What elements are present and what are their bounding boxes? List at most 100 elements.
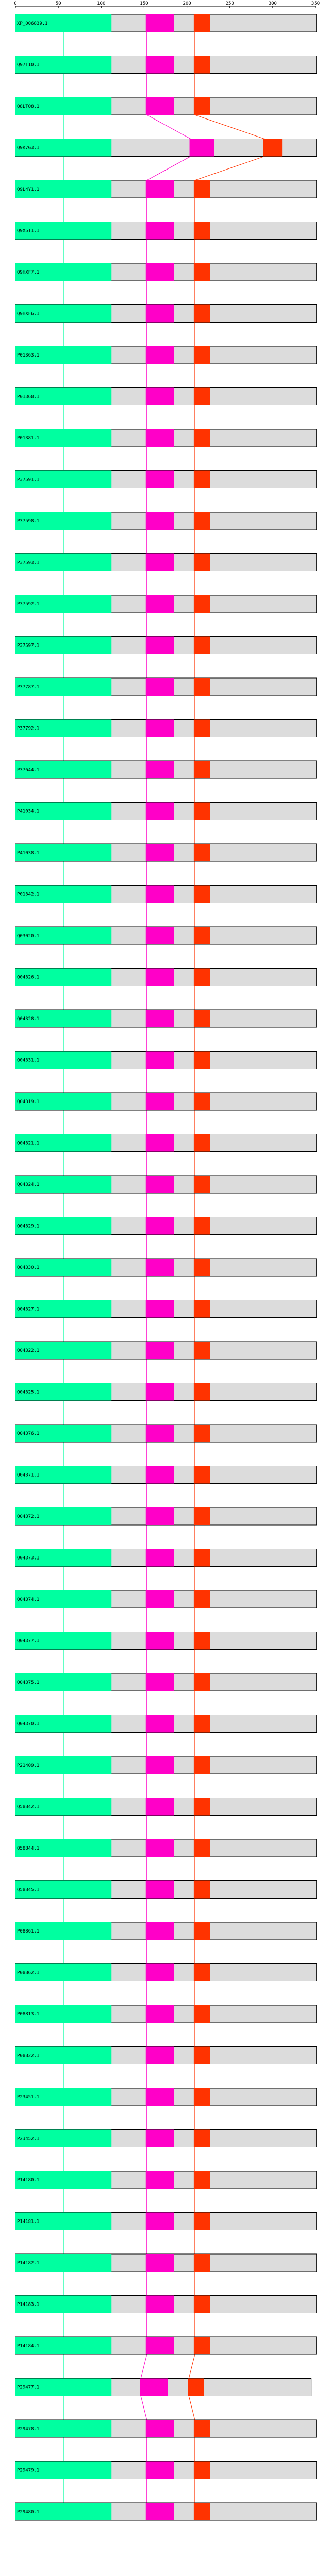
domain-red[interactable] xyxy=(193,2129,210,2147)
domain-red[interactable] xyxy=(193,1839,210,1857)
domain-red[interactable] xyxy=(193,1632,210,1650)
domain-magenta[interactable] xyxy=(145,761,174,778)
domain-red[interactable] xyxy=(193,1425,210,1442)
domain-red[interactable] xyxy=(193,1756,210,1774)
domain-green[interactable] xyxy=(15,885,112,903)
domain-green[interactable] xyxy=(15,1880,112,1899)
domain-red[interactable] xyxy=(193,2212,210,2230)
sequence-row[interactable]: P14181.1 xyxy=(15,2212,317,2230)
domain-green[interactable] xyxy=(15,1632,112,1650)
domain-magenta[interactable] xyxy=(145,2420,174,2437)
domain-green[interactable] xyxy=(15,636,112,654)
domain-green[interactable] xyxy=(15,1839,112,1857)
sequence-row[interactable]: XP_006839.1 xyxy=(15,14,317,32)
domain-red[interactable] xyxy=(193,2046,210,2064)
domain-red[interactable] xyxy=(193,2503,210,2520)
domain-magenta[interactable] xyxy=(145,1798,174,1816)
domain-green[interactable] xyxy=(15,678,112,696)
domain-red[interactable] xyxy=(193,1217,210,1235)
sequence-row[interactable]: P14184.1 xyxy=(15,2336,317,2355)
domain-magenta[interactable] xyxy=(145,263,174,281)
sequence-row[interactable]: P37787.1 xyxy=(15,677,317,696)
domain-red[interactable] xyxy=(193,927,210,944)
sequence-row[interactable]: Q58845.1 xyxy=(15,1880,317,1899)
domain-red[interactable] xyxy=(193,2171,210,2189)
sequence-row[interactable]: Q58844.1 xyxy=(15,1839,317,1857)
domain-magenta[interactable] xyxy=(145,2129,174,2147)
domain-magenta[interactable] xyxy=(145,1259,174,1276)
sequence-row[interactable]: Q04328.1 xyxy=(15,1009,317,1028)
domain-red[interactable] xyxy=(193,1549,210,1567)
domain-green[interactable] xyxy=(15,2005,112,2023)
domain-magenta[interactable] xyxy=(145,802,174,820)
domain-magenta[interactable] xyxy=(145,678,174,696)
sequence-row[interactable]: P14183.1 xyxy=(15,2295,317,2313)
domain-magenta[interactable] xyxy=(145,1342,174,1359)
domain-magenta[interactable] xyxy=(145,1963,174,1981)
domain-green[interactable] xyxy=(15,927,112,944)
domain-red[interactable] xyxy=(193,1342,210,1359)
sequence-row[interactable]: Q04319.1 xyxy=(15,1092,317,1111)
domain-magenta[interactable] xyxy=(145,1134,174,1152)
domain-green[interactable] xyxy=(15,1010,112,1027)
domain-magenta[interactable] xyxy=(145,1715,174,1733)
domain-red[interactable] xyxy=(193,470,210,488)
domain-green[interactable] xyxy=(15,2503,112,2520)
domain-magenta[interactable] xyxy=(189,139,214,157)
domain-magenta[interactable] xyxy=(145,180,174,198)
domain-magenta[interactable] xyxy=(145,1632,174,1650)
domain-magenta[interactable] xyxy=(145,1383,174,1401)
sequence-row[interactable]: Q04373.1 xyxy=(15,1549,317,1567)
domain-red[interactable] xyxy=(193,387,210,405)
sequence-row[interactable]: P23452.1 xyxy=(15,2129,317,2147)
sequence-row[interactable]: Q04321.1 xyxy=(15,1134,317,1152)
domain-magenta[interactable] xyxy=(145,2171,174,2189)
domain-magenta[interactable] xyxy=(145,2254,174,2272)
domain-magenta[interactable] xyxy=(145,1051,174,1069)
domain-red[interactable] xyxy=(193,304,210,323)
domain-magenta[interactable] xyxy=(145,1010,174,1027)
domain-green[interactable] xyxy=(15,1798,112,1816)
domain-red[interactable] xyxy=(193,1880,210,1899)
domain-green[interactable] xyxy=(15,2046,112,2064)
domain-red[interactable] xyxy=(193,512,210,530)
domain-magenta[interactable] xyxy=(145,470,174,488)
domain-green[interactable] xyxy=(15,2088,112,2106)
domain-magenta[interactable] xyxy=(145,636,174,654)
domain-red[interactable] xyxy=(193,719,210,737)
sequence-row[interactable]: P08813.1 xyxy=(15,2005,317,2023)
domain-green[interactable] xyxy=(15,1963,112,1981)
sequence-row[interactable]: P23451.1 xyxy=(15,2088,317,2106)
sequence-row[interactable]: P41038.1 xyxy=(15,843,317,862)
domain-green[interactable] xyxy=(15,553,112,571)
domain-magenta[interactable] xyxy=(140,2378,168,2396)
domain-magenta[interactable] xyxy=(145,512,174,530)
domain-red[interactable] xyxy=(193,14,210,32)
domain-magenta[interactable] xyxy=(145,1880,174,1899)
domain-red[interactable] xyxy=(193,636,210,654)
domain-magenta[interactable] xyxy=(145,2046,174,2064)
domain-green[interactable] xyxy=(15,1425,112,1442)
domain-green[interactable] xyxy=(15,263,112,281)
domain-magenta[interactable] xyxy=(145,885,174,903)
domain-magenta[interactable] xyxy=(145,1922,174,1940)
domain-green[interactable] xyxy=(15,387,112,405)
domain-magenta[interactable] xyxy=(145,1756,174,1774)
sequence-row[interactable]: Q9L4Y1.1 xyxy=(15,180,317,198)
domain-green[interactable] xyxy=(15,1549,112,1567)
domain-green[interactable] xyxy=(15,1259,112,1276)
domain-red[interactable] xyxy=(193,2420,210,2437)
domain-red[interactable] xyxy=(193,678,210,696)
domain-red[interactable] xyxy=(193,263,210,281)
sequence-row[interactable]: Q03020.1 xyxy=(15,926,317,945)
domain-green[interactable] xyxy=(15,97,112,115)
domain-magenta[interactable] xyxy=(145,2212,174,2230)
sequence-row[interactable]: Q97T10.1 xyxy=(15,56,317,74)
domain-red[interactable] xyxy=(193,761,210,778)
domain-red[interactable] xyxy=(193,2254,210,2272)
domain-green[interactable] xyxy=(15,2129,112,2147)
sequence-row[interactable]: P08822.1 xyxy=(15,2046,317,2064)
sequence-row[interactable]: Q04325.1 xyxy=(15,1383,317,1401)
domain-green[interactable] xyxy=(15,802,112,820)
domain-green[interactable] xyxy=(15,346,112,364)
